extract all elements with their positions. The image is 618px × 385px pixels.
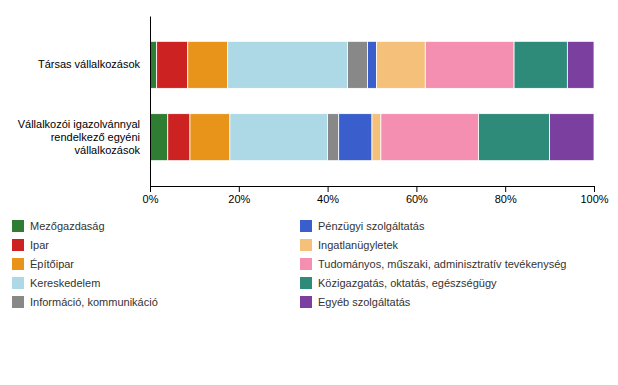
bar-segment	[550, 114, 594, 161]
tick-label: 60%	[406, 193, 428, 205]
x-tick: 80%	[495, 186, 517, 205]
tick-label: 80%	[495, 193, 517, 205]
tick-mark	[328, 186, 329, 192]
x-tick: 60%	[406, 186, 428, 205]
x-tick: 100%	[580, 186, 608, 205]
bar-segment	[157, 41, 188, 88]
tick-label: Társas vállalkozások	[38, 58, 141, 70]
legend-label: Ingatlanügyletek	[318, 239, 399, 251]
legend-label: Mezőgazdaság	[30, 220, 105, 232]
bar-segment	[339, 114, 372, 161]
legend-label: Információ, kommunikáció	[30, 296, 158, 308]
legend-item: Pénzügyi szolgáltatás	[300, 220, 425, 232]
x-tick: 40%	[317, 186, 339, 205]
x-tick: 20%	[228, 186, 250, 205]
tick-mark	[150, 186, 151, 192]
legend-item: Mezőgazdaság	[12, 220, 105, 232]
legend-label: Ipar	[30, 239, 49, 251]
legend-item: Ipar	[12, 239, 49, 251]
series	[339, 41, 377, 160]
bar-segment	[425, 41, 514, 88]
legend-item: Információ, kommunikáció	[12, 296, 158, 308]
bar-segment	[328, 114, 339, 161]
legend-label: Kereskedelem	[30, 277, 100, 289]
bar-segment	[567, 41, 594, 88]
bar-segment	[381, 114, 479, 161]
bar-segment	[376, 41, 425, 88]
bar-segment	[230, 114, 328, 161]
legend-swatch	[300, 258, 312, 270]
tick-label: 100%	[580, 193, 608, 205]
bar-segment	[514, 41, 567, 88]
legend-swatch	[300, 277, 312, 289]
axis-domain	[150, 17, 151, 187]
legend-item: Építőipar	[12, 258, 74, 270]
x-tick: 0%	[143, 186, 159, 205]
series	[157, 41, 190, 160]
y-tick: Vállalkozói igazolvánnyalrendelkező egyé…	[18, 118, 150, 156]
legend-label: Közigazgatás, oktatás, egészségügy	[318, 277, 497, 289]
legend-swatch	[12, 239, 24, 251]
legend-item: Kereskedelem	[12, 277, 100, 289]
bars	[150, 41, 594, 160]
series	[550, 41, 594, 160]
tick-label: 0%	[143, 193, 159, 205]
legend-label: Egyéb szolgáltatás	[318, 296, 411, 308]
tick-label: 40%	[317, 193, 339, 205]
axis-domain	[151, 187, 595, 193]
chart: 0% 20% 40% 60% 80% 100% Társas vállalkozások Vá…	[0, 0, 618, 385]
legend-item: Ingatlanügyletek	[300, 239, 399, 251]
legend-swatch	[12, 277, 24, 289]
bar-segment	[479, 114, 550, 161]
legend-label: Pénzügyi szolgáltatás	[318, 220, 425, 232]
legend: Mezőgazdaság Ipar Építőipar Kereskedelem Inf…	[12, 220, 566, 308]
legend-swatch	[12, 220, 24, 232]
legend-label: Tudományos, műszaki, adminisztratív tevé…	[318, 258, 566, 270]
legend-swatch	[300, 296, 312, 308]
bar-segment	[228, 41, 348, 88]
legend-item: Egyéb szolgáltatás	[300, 296, 411, 308]
y-axis: Társas vállalkozások Vállalkozói igazolvá…	[18, 17, 151, 187]
series	[188, 41, 230, 160]
tick-mark	[594, 186, 595, 192]
bar-segment	[150, 114, 168, 161]
tick-mark	[239, 186, 240, 192]
legend-swatch	[12, 258, 24, 270]
legend-swatch	[300, 239, 312, 251]
bar-segment	[168, 114, 190, 161]
bar-segment	[348, 41, 368, 88]
tick-mark	[505, 186, 506, 192]
legend-swatch	[12, 296, 24, 308]
legend-swatch	[300, 220, 312, 232]
plot: 0% 20% 40% 60% 80% 100% Társas vállalkozások Vá…	[18, 17, 609, 205]
bar-segment	[190, 114, 230, 161]
series	[228, 41, 348, 160]
x-axis: 0% 20% 40% 60% 80% 100%	[143, 186, 609, 205]
legend-label: Építőipar	[30, 258, 74, 270]
legend-item: Tudományos, műszaki, adminisztratív tevé…	[300, 258, 566, 270]
tick-label: 20%	[228, 193, 250, 205]
legend-item: Közigazgatás, oktatás, egészségügy	[300, 277, 497, 289]
bar-segment	[188, 41, 228, 88]
bar-segment	[372, 114, 381, 161]
tick-label: Vállalkozói igazolvánnyalrendelkező egyé…	[18, 118, 141, 156]
y-tick: Társas vállalkozások	[38, 58, 150, 70]
bar-segment	[368, 41, 377, 88]
tick-mark	[416, 186, 417, 192]
